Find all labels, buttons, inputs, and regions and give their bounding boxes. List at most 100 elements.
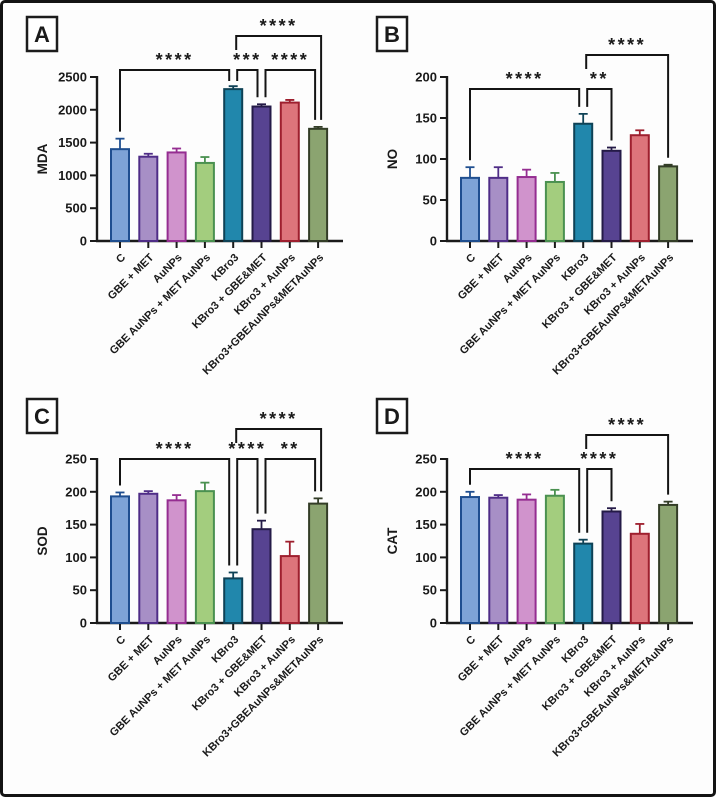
significance-bracket <box>235 428 323 492</box>
bar <box>223 577 244 624</box>
bar <box>601 149 622 242</box>
y-tick-label: 200 <box>415 70 437 85</box>
y-tick-label: 0 <box>80 616 87 631</box>
bar <box>573 542 594 624</box>
significance-bracket <box>236 458 259 566</box>
significance-bracket <box>469 468 581 533</box>
bar <box>138 155 159 242</box>
significance-label: *** <box>233 50 262 70</box>
panel-label-box <box>375 397 409 435</box>
y-tick-label: 100 <box>415 152 437 167</box>
panel-label: B <box>384 22 400 47</box>
y-tick-label: 200 <box>65 484 87 499</box>
y-axis-title: NO <box>385 149 400 169</box>
significance-label: **** <box>271 50 309 70</box>
panel-a: A MDA 0 500 1000 1500 2000 2500 C GBE + MET AuNPs G… <box>11 9 359 413</box>
y-tick-label: 50 <box>423 193 437 208</box>
bar <box>516 176 537 242</box>
significance-label: **** <box>156 439 194 459</box>
significance-bracket <box>119 458 231 566</box>
significance-label: **** <box>260 16 298 36</box>
x-tick-label: C <box>114 634 128 648</box>
bar <box>279 101 300 242</box>
y-axis-title: SOD <box>35 526 50 556</box>
bar <box>194 161 215 243</box>
significance-bracket <box>469 88 581 161</box>
x-tick-label: C <box>464 252 478 266</box>
bar <box>138 492 159 624</box>
bar <box>194 490 215 624</box>
y-axis-title: MDA <box>35 143 50 174</box>
panel-label-box <box>25 15 59 53</box>
y-tick-label: 250 <box>65 452 87 467</box>
bar <box>488 176 509 242</box>
y-tick-label: 250 <box>415 452 437 467</box>
panel-label-box <box>25 397 59 435</box>
bar <box>110 148 130 242</box>
bar <box>308 502 329 624</box>
bar <box>110 495 130 624</box>
y-tick-label: 150 <box>415 517 437 532</box>
significance-bracket <box>585 54 670 158</box>
y-tick-label: 150 <box>65 517 87 532</box>
bar <box>460 176 480 242</box>
significance-label: **** <box>506 449 544 469</box>
y-tick-label: 2500 <box>58 70 87 85</box>
significance-label: ** <box>590 69 609 89</box>
panel-label: D <box>384 404 400 429</box>
significance-label: **** <box>228 439 266 459</box>
y-tick-label: 0 <box>430 234 437 249</box>
bar <box>629 532 650 624</box>
panel-b: B NO 0 50 100 150 200 C GBE + MET AuNPs GBE AuNPs … <box>361 9 709 413</box>
significance-label: ** <box>281 439 300 459</box>
significance-label: **** <box>608 35 646 55</box>
bar <box>460 496 480 624</box>
significance-bracket <box>235 35 323 120</box>
y-tick-label: 500 <box>65 201 87 216</box>
significance-bracket <box>586 468 613 533</box>
x-tick-label: GBE + MET <box>106 251 157 302</box>
significance-bracket <box>236 69 259 98</box>
y-tick-label: 2000 <box>58 102 87 117</box>
panel-label: A <box>34 22 50 47</box>
bar <box>166 499 187 624</box>
y-tick-label: 200 <box>415 484 437 499</box>
y-tick-label: 150 <box>415 111 437 126</box>
bar <box>488 496 509 624</box>
bar <box>629 134 650 242</box>
y-tick-label: 1500 <box>58 135 87 150</box>
significance-label: **** <box>608 415 646 435</box>
x-tick-label: GBE + MET <box>456 633 507 684</box>
panel-c: C SOD 0 50 100 150 200 250 C GBE + MET AuNPs GBE Au… <box>11 391 359 794</box>
y-tick-label: 0 <box>80 234 87 249</box>
bar <box>658 165 679 243</box>
x-tick-label: GBE + MET <box>106 633 157 684</box>
significance-label: **** <box>156 50 194 70</box>
bar <box>308 127 329 242</box>
y-tick-label: 50 <box>423 583 437 598</box>
bar <box>573 122 594 242</box>
y-axis-title: CAT <box>385 527 400 554</box>
significance-bracket <box>585 434 670 495</box>
y-tick-label: 100 <box>65 550 87 565</box>
significance-bracket <box>264 69 317 120</box>
significance-bracket <box>586 88 613 141</box>
x-tick-label: C <box>114 252 128 266</box>
y-tick-label: 100 <box>415 550 437 565</box>
panel-d: D CAT 0 50 100 150 200 250 C GBE + MET AuNPs GBE Au… <box>361 391 709 794</box>
bar <box>279 555 300 624</box>
bar <box>223 88 244 242</box>
bar <box>166 151 187 242</box>
significance-label: **** <box>506 69 544 89</box>
bar <box>544 494 565 624</box>
bar <box>544 180 565 243</box>
x-tick-label: C <box>464 634 478 648</box>
x-tick-label: GBE + MET <box>456 251 507 302</box>
significance-label: **** <box>580 449 618 469</box>
significance-bracket <box>119 69 231 132</box>
